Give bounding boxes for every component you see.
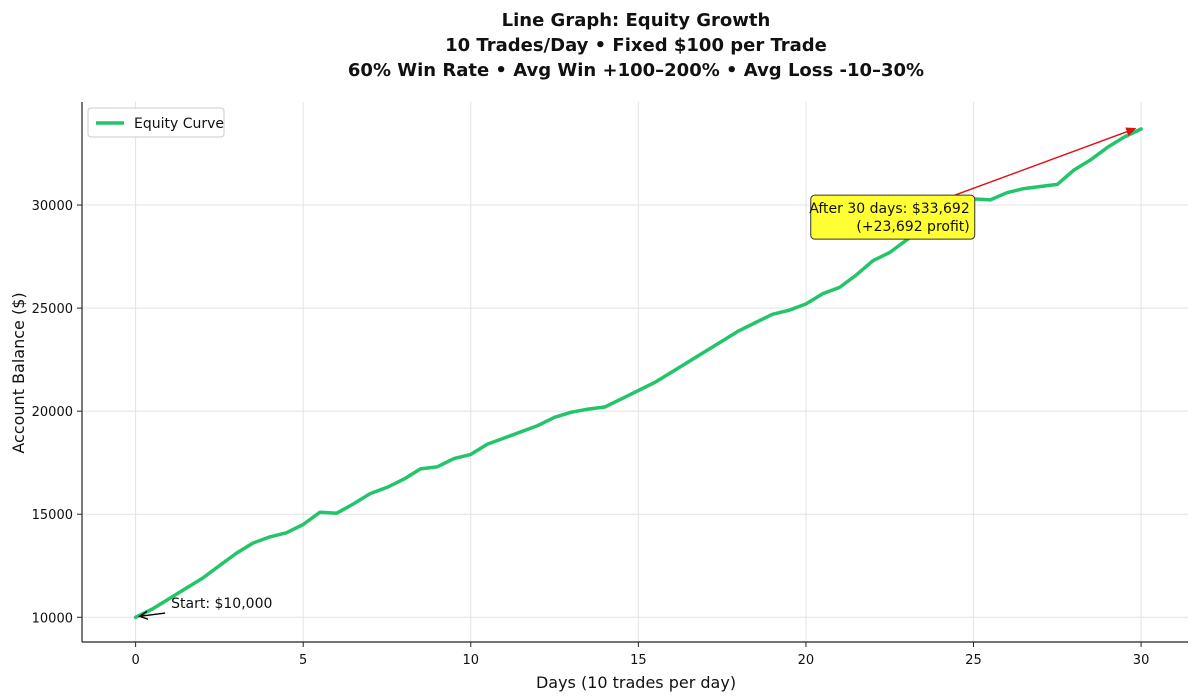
- y-axis-label: Account Balance ($): [9, 292, 28, 453]
- chart-title-line-2: 10 Trades/Day • Fixed $100 per Trade: [445, 35, 827, 56]
- x-tick-label: 20: [798, 653, 815, 668]
- legend-label: Equity Curve: [134, 116, 224, 132]
- y-tick-label: 20000: [32, 405, 73, 420]
- chart-title-line-3: 60% Win Rate • Avg Win +100–200% • Avg L…: [348, 60, 924, 81]
- start-annotation: Start: $10,000: [140, 596, 272, 616]
- y-tick-label: 30000: [32, 199, 73, 214]
- legend: Equity Curve: [87, 107, 225, 138]
- x-tick-label: 5: [299, 653, 307, 668]
- ticks: 0 5 10 15 20 25 30 10000 15000 20000 25000 30000: [32, 199, 1150, 668]
- chart-title-line-1: Line Graph: Equity Growth: [502, 10, 771, 31]
- axes: [81, 102, 1188, 643]
- legend-box: [87, 107, 225, 138]
- x-tick-label: 0: [131, 653, 139, 668]
- final-annotation: After 30 days: $33,692 (+23,692 profit): [809, 129, 1135, 240]
- final-annotation-line-1: After 30 days: $33,692: [809, 201, 969, 217]
- x-tick-label: 25: [965, 653, 982, 668]
- x-axis-label: Days (10 trades per day): [536, 673, 736, 692]
- y-tick-label: 15000: [32, 508, 73, 523]
- final-annotation-box: [810, 194, 976, 240]
- start-label: Start: $10,000: [171, 596, 272, 612]
- start-arrow: [140, 613, 166, 616]
- final-annotation-line-2: (+23,692 profit): [856, 219, 969, 235]
- x-tick-label: 10: [463, 653, 480, 668]
- y-tick-label: 25000: [32, 302, 73, 317]
- final-arrow: [954, 129, 1135, 196]
- grid: [82, 102, 1188, 642]
- y-tick-label: 10000: [32, 611, 73, 626]
- x-tick-label: 30: [1133, 653, 1150, 668]
- x-tick-label: 15: [630, 653, 647, 668]
